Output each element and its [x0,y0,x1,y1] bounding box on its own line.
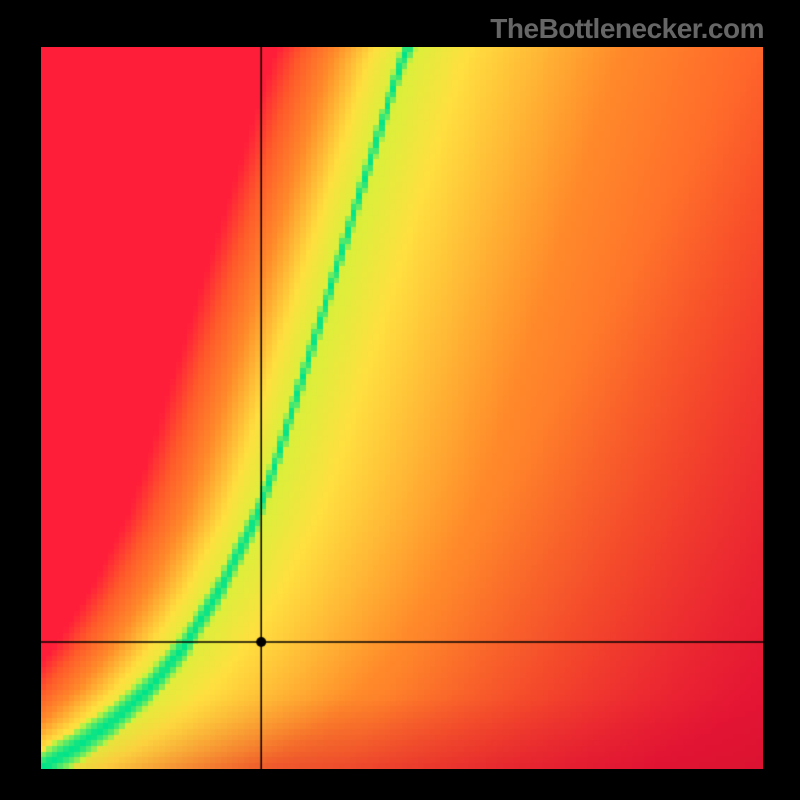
watermark-text: TheBottlenecker.com [490,13,764,45]
bottleneck-heatmap [41,47,763,769]
chart-container: TheBottlenecker.com [0,0,800,800]
